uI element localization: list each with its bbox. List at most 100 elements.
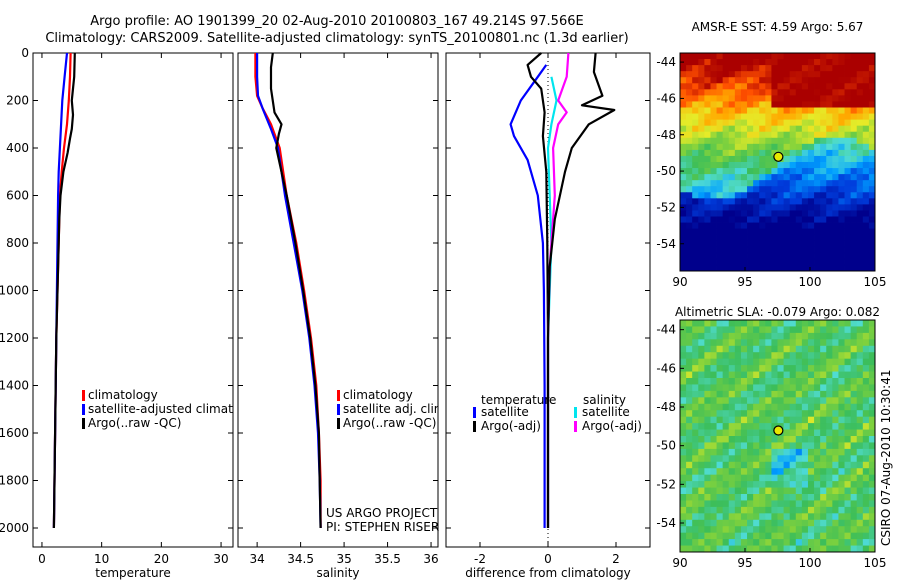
map-cell xyxy=(716,384,724,392)
map-cell xyxy=(820,371,827,379)
map-cell xyxy=(777,228,784,236)
map-cell xyxy=(777,234,784,242)
map-cell xyxy=(771,481,778,488)
map-cell xyxy=(850,326,858,334)
map-cell xyxy=(734,240,742,248)
map-cell xyxy=(844,358,852,366)
map-cell xyxy=(728,494,736,501)
legend-title-salinity: salinity xyxy=(583,393,626,407)
map-cell xyxy=(734,95,742,102)
map-cell xyxy=(795,71,803,78)
map-cell xyxy=(728,258,736,266)
map-cell xyxy=(856,71,864,78)
map-cell xyxy=(826,240,833,248)
map-cell xyxy=(704,59,711,66)
map-cell xyxy=(710,131,717,139)
map-cell xyxy=(734,390,742,398)
map-cell xyxy=(710,222,717,230)
map-cell xyxy=(722,358,730,366)
map-cell xyxy=(838,101,845,108)
map-cell xyxy=(692,358,699,366)
map-cell xyxy=(728,410,736,418)
map-cell xyxy=(856,410,864,418)
x-tick-label: 0 xyxy=(38,552,46,566)
map-cell xyxy=(716,474,724,482)
map-cell xyxy=(686,326,693,334)
map-cell xyxy=(789,371,797,379)
map-cell xyxy=(783,455,791,463)
map-cell xyxy=(686,455,693,463)
map-cell xyxy=(820,228,827,236)
map-cell xyxy=(753,222,760,230)
legend-label: climatology xyxy=(88,388,158,402)
map-cell xyxy=(704,345,711,353)
map-cell xyxy=(734,371,742,379)
map-cell xyxy=(844,222,852,230)
map-cell xyxy=(820,378,827,385)
map-cell xyxy=(832,258,839,266)
map-cell xyxy=(838,513,845,521)
map-cell xyxy=(850,397,858,405)
map-cell xyxy=(692,83,699,90)
map-cell xyxy=(844,204,852,211)
map-cell xyxy=(728,137,736,145)
map-cell xyxy=(820,95,827,102)
map-cell xyxy=(753,423,760,430)
map-cell xyxy=(832,494,839,501)
map-cell xyxy=(814,326,821,334)
map-cell xyxy=(716,352,724,360)
map-cell xyxy=(856,234,864,242)
map-cell xyxy=(868,180,876,187)
map-cell xyxy=(698,455,705,463)
map-cell xyxy=(801,113,809,121)
map-cell xyxy=(747,101,754,108)
map-cell xyxy=(710,332,717,340)
map-cell xyxy=(680,198,687,205)
map-cell xyxy=(795,532,803,540)
map-cell xyxy=(704,403,711,411)
map-cell xyxy=(765,442,772,450)
map-cell xyxy=(759,532,766,540)
map-cell xyxy=(777,180,784,187)
lat-tick-label: -46 xyxy=(656,91,676,105)
map-cell xyxy=(844,89,852,96)
map-cell xyxy=(777,403,784,411)
map-cell xyxy=(734,532,742,540)
map-cell xyxy=(838,186,845,193)
map-cell xyxy=(832,192,839,199)
y-tick-label: 1600 xyxy=(0,426,29,440)
map-cell xyxy=(765,174,772,181)
map-cell xyxy=(777,468,784,476)
map-cell xyxy=(747,429,754,437)
map-cell xyxy=(740,210,748,217)
map-cell xyxy=(740,258,748,266)
map-cell xyxy=(795,222,803,230)
map-cell xyxy=(728,131,736,139)
map-cell xyxy=(722,162,730,169)
map-cell xyxy=(771,77,778,84)
map-cell xyxy=(740,410,748,418)
map-cell xyxy=(844,59,852,66)
map-cell xyxy=(795,180,803,187)
map-cell xyxy=(856,365,864,372)
map-cell xyxy=(686,487,693,495)
map-cell xyxy=(795,448,803,456)
map-cell xyxy=(753,474,760,482)
map-cell xyxy=(680,397,687,405)
map-cell xyxy=(862,149,870,157)
map-cell xyxy=(716,240,724,248)
map-cell xyxy=(686,252,693,260)
map-cell xyxy=(728,89,736,96)
map-cell xyxy=(807,210,815,217)
map-cell xyxy=(740,358,748,366)
map-cell xyxy=(728,448,736,456)
map-cell xyxy=(753,65,760,72)
map-cell xyxy=(820,71,827,78)
map-cell xyxy=(789,113,797,121)
map-cell xyxy=(753,83,760,90)
map-cell xyxy=(856,180,864,187)
map-cell xyxy=(838,519,845,527)
map-cell xyxy=(771,410,778,418)
map-cell xyxy=(740,436,748,443)
